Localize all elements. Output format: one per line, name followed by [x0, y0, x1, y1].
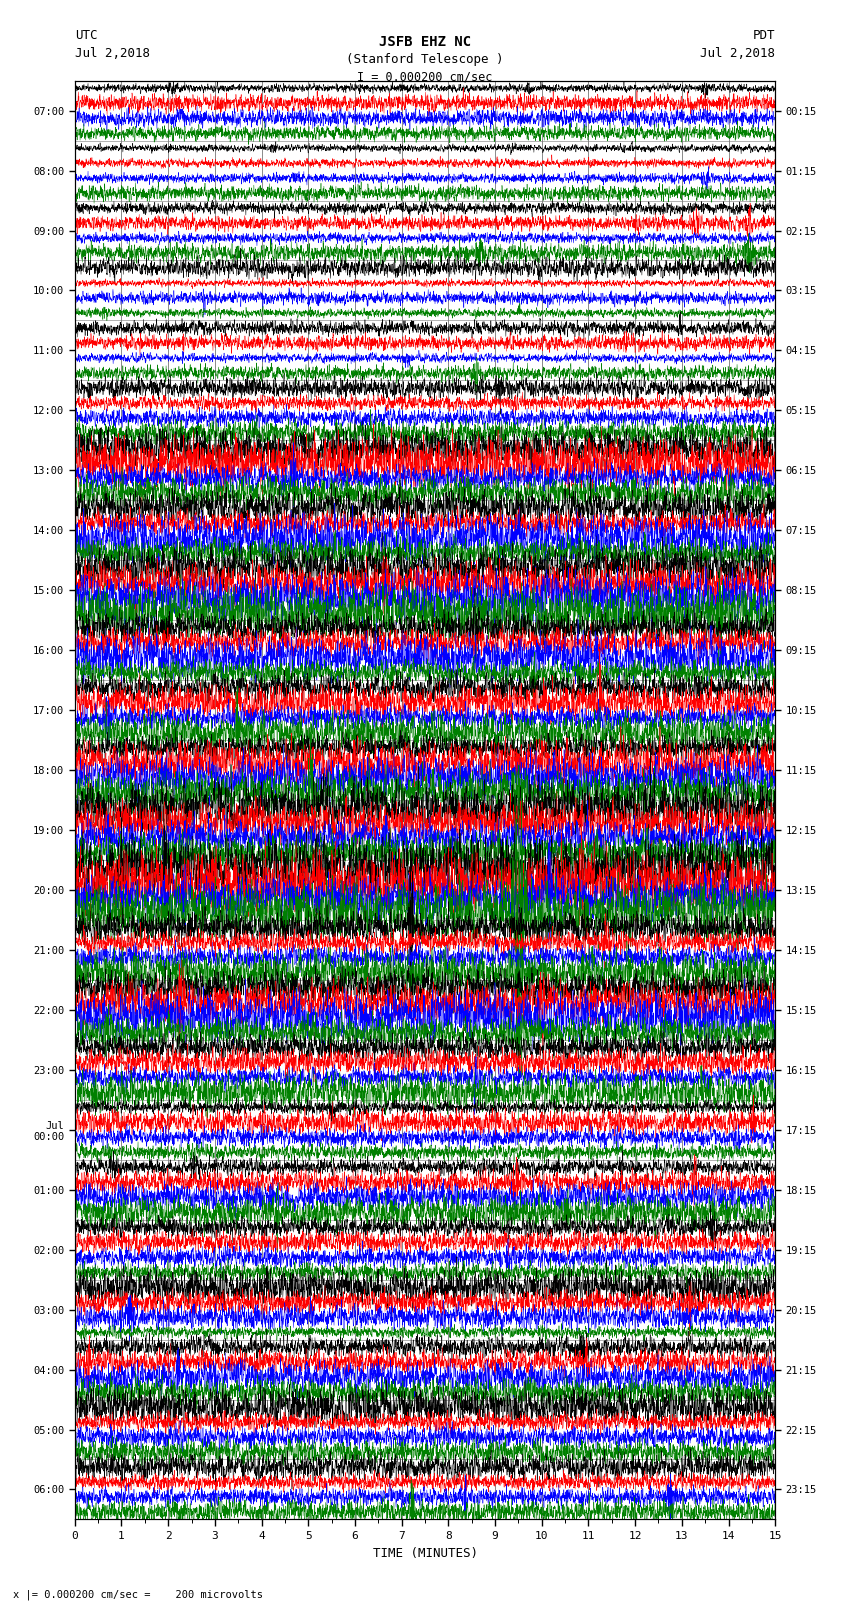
Text: I = 0.000200 cm/sec: I = 0.000200 cm/sec [357, 71, 493, 84]
Text: Jul 2,2018: Jul 2,2018 [700, 47, 775, 60]
Text: JSFB EHZ NC: JSFB EHZ NC [379, 35, 471, 50]
Text: Jul 2,2018: Jul 2,2018 [75, 47, 150, 60]
Text: (Stanford Telescope ): (Stanford Telescope ) [346, 53, 504, 66]
X-axis label: TIME (MINUTES): TIME (MINUTES) [372, 1547, 478, 1560]
Text: UTC: UTC [75, 29, 97, 42]
Text: x |= 0.000200 cm/sec =    200 microvolts: x |= 0.000200 cm/sec = 200 microvolts [13, 1589, 263, 1600]
Text: PDT: PDT [753, 29, 775, 42]
